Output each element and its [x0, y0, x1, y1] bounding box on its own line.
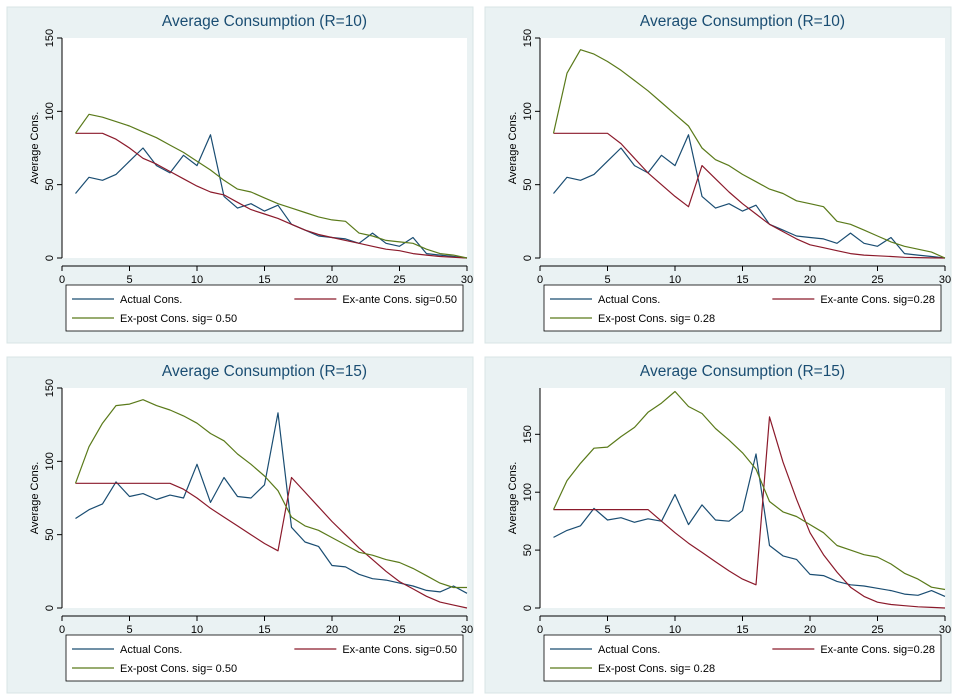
c4-x-tick-label: 0	[537, 624, 543, 636]
c3-series-line-3	[74, 399, 467, 589]
c2-x-tick-label: 5	[604, 274, 610, 286]
c4-series-line-1	[553, 453, 946, 597]
c4-y-tick-label: 100	[522, 483, 534, 501]
c2-x-tick-label: 0	[537, 274, 543, 286]
c3-y-tick-label: 50	[44, 529, 56, 541]
c2-series-line-3	[552, 49, 946, 259]
c2-y-tick-label: 0	[522, 255, 534, 261]
c1-x-tick-label: 15	[258, 274, 270, 286]
c2-legend-label-2: Ex-ante Cons. sig=0.28	[820, 294, 935, 306]
c2-legend-label-1: Actual Cons.	[598, 294, 660, 306]
c1-legend-label-3: Ex-post Cons. sig= 0.50	[120, 313, 237, 325]
c4-x-tick-label: 20	[804, 624, 816, 636]
chart-panel-4: Average Consumption (R=15) 0 50 100 150 0 5 10 1…	[478, 350, 956, 700]
c2-x-tick-label: 15	[736, 274, 748, 286]
c3-y-axis-label: Average Cons.	[29, 462, 41, 535]
c3-x-tick-label: 20	[326, 624, 338, 636]
c4-series-line-3	[552, 390, 946, 591]
c4-y-tick-label: 0	[522, 605, 534, 611]
chart-svg-1: Average Consumption (R=10) 0 50 100 150 0 5 10 1…	[6, 6, 474, 344]
c4-legend-label-2: Ex-ante Cons. sig=0.28	[820, 644, 935, 656]
c4-y-axis-label: Average Cons.	[507, 462, 519, 535]
c4-title: Average Consumption (R=15)	[640, 363, 845, 380]
c1-y-tick-label: 50	[44, 179, 56, 191]
c1-x-tick-label: 30	[461, 274, 473, 286]
c1-legend-label-1: Actual Cons.	[120, 294, 182, 306]
c3-legend-box	[65, 634, 464, 682]
c2-y-tick-label: 50	[522, 179, 534, 191]
chart-svg-2: Average Consumption (R=10) 0 50 100 150 0 5 10 1…	[484, 6, 952, 344]
c1-x-tick-label: 25	[393, 274, 405, 286]
c3-x-tick-label: 15	[258, 624, 270, 636]
c2-x-tick-label: 20	[804, 274, 816, 286]
c4-y-tick-label: 150	[522, 425, 534, 443]
c3-title: Average Consumption (R=15)	[162, 363, 367, 380]
c3-y-tick-label: 150	[44, 379, 56, 397]
c1-x-tick-label: 20	[326, 274, 338, 286]
c4-x-tick-label: 10	[669, 624, 681, 636]
c3-x-tick-label: 5	[126, 624, 132, 636]
c4-y-tick-label: 50	[522, 544, 534, 556]
c1-y-tick-label: 100	[44, 102, 56, 120]
c4-series-line-2	[553, 416, 946, 609]
c3-y-tick-label: 100	[44, 452, 56, 470]
chart-panel-2: Average Consumption (R=10) 0 50 100 150 0 5 10 1…	[478, 0, 956, 350]
chart-svg-4: Average Consumption (R=15) 0 50 100 150 0 5 10 1…	[484, 356, 952, 694]
c2-x-tick-label: 30	[939, 274, 951, 286]
chart-svg-3: Average Consumption (R=15) 0 50 100 150 0 5 10 1…	[6, 356, 474, 694]
c4-x-tick-label: 15	[736, 624, 748, 636]
c4-legend-label-3: Ex-post Cons. sig= 0.28	[598, 663, 715, 675]
c2-y-tick-label: 100	[522, 102, 534, 120]
c1-legend-box	[65, 284, 464, 332]
c4-legend-box	[543, 634, 942, 682]
c3-legend-label-3: Ex-post Cons. sig= 0.50	[120, 663, 237, 675]
c2-x-tick-label: 10	[669, 274, 681, 286]
c1-x-tick-label: 0	[59, 274, 65, 286]
chart-panel-1: Average Consumption (R=10) 0 50 100 150 0 5 10 1…	[0, 0, 478, 350]
chart-panel-3: Average Consumption (R=15) 0 50 100 150 0 5 10 1…	[0, 350, 478, 700]
c3-x-tick-label: 0	[59, 624, 65, 636]
c1-y-tick-label: 0	[44, 255, 56, 261]
c1-x-tick-label: 5	[126, 274, 132, 286]
c2-legend-label-3: Ex-post Cons. sig= 0.28	[598, 313, 715, 325]
c3-plot-region	[62, 388, 467, 608]
c2-series-line-2	[553, 132, 946, 259]
c2-plot-region	[540, 38, 945, 258]
c2-legend-box	[543, 284, 942, 332]
c3-x-tick-label: 10	[191, 624, 203, 636]
c3-x-tick-label: 25	[393, 624, 405, 636]
c3-x-tick-label: 30	[461, 624, 473, 636]
c3-y-tick-label: 0	[44, 605, 56, 611]
c2-y-axis-label: Average Cons.	[507, 112, 519, 185]
c4-x-tick-label: 30	[939, 624, 951, 636]
c2-title: Average Consumption (R=10)	[640, 13, 845, 30]
c3-legend-label-1: Actual Cons.	[120, 644, 182, 656]
c4-x-tick-label: 25	[871, 624, 883, 636]
c1-y-axis-label: Average Cons.	[29, 112, 41, 185]
c1-plot-region	[62, 38, 467, 258]
c3-series-line-2	[75, 476, 468, 609]
c3-series-line-1	[75, 412, 468, 594]
c4-legend-label-1: Actual Cons.	[598, 644, 660, 656]
c4-plot-region	[540, 388, 945, 608]
c1-series-line-3	[75, 113, 468, 259]
c2-y-tick-label: 150	[522, 29, 534, 47]
c2-x-tick-label: 25	[871, 274, 883, 286]
c4-x-tick-label: 5	[604, 624, 610, 636]
c1-series-line-2	[75, 132, 468, 259]
c3-legend-label-2: Ex-ante Cons. sig=0.50	[342, 644, 457, 656]
c1-series-line-1	[75, 134, 468, 259]
c1-y-tick-label: 150	[44, 29, 56, 47]
c1-legend-label-2: Ex-ante Cons. sig=0.50	[342, 294, 457, 306]
c1-title: Average Consumption (R=10)	[162, 13, 367, 30]
c1-x-tick-label: 10	[191, 274, 203, 286]
